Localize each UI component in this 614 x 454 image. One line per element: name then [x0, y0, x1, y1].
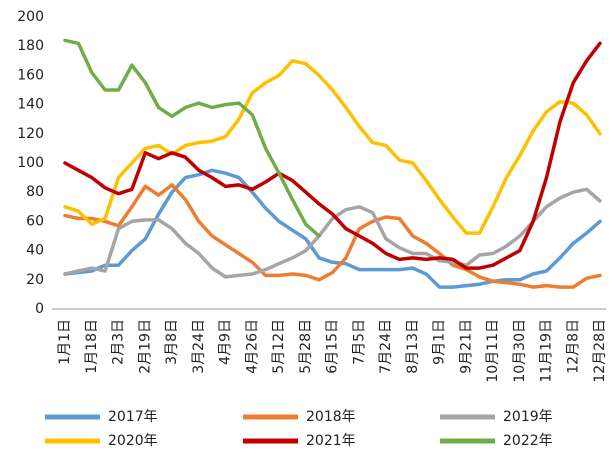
y-tick-label: 120	[17, 126, 44, 142]
x-tick-label: 5月28日	[298, 319, 314, 374]
x-tick-label: 4月9日	[218, 319, 234, 365]
x-tick-label: 3月8日	[164, 319, 180, 365]
y-tick-label: 60	[26, 213, 44, 229]
series-line	[63, 38, 321, 238]
x-tick-label: 4月26日	[244, 319, 260, 374]
legend-label: 2017年	[108, 409, 158, 425]
series-line	[63, 183, 602, 289]
y-tick-label: 80	[26, 184, 44, 200]
series-line	[63, 41, 602, 270]
y-tick-label: 100	[17, 155, 44, 171]
legend-label: 2018年	[306, 409, 356, 425]
x-tick-label: 10月30日	[512, 319, 528, 383]
series-line	[63, 187, 602, 279]
x-tick-label: 5月12日	[271, 319, 287, 374]
x-tick-label: 9月1日	[432, 319, 448, 365]
y-tick-label: 40	[26, 243, 44, 259]
legend-label: 2019年	[503, 409, 553, 425]
x-tick-label: 9月21日	[458, 319, 474, 374]
x-tick-label: 12月8日	[565, 319, 581, 374]
x-tick-label: 10月11日	[485, 319, 501, 383]
series-line	[63, 168, 602, 289]
x-tick-label: 7月5日	[351, 319, 367, 365]
x-tick-label: 8月13日	[405, 319, 421, 374]
x-tick-label: 11月19日	[539, 319, 555, 383]
x-tick-label: 12月28日	[592, 319, 608, 383]
y-tick-label: 140	[17, 97, 44, 113]
y-tick-label: 180	[17, 38, 44, 54]
x-tick-label: 1月18日	[84, 319, 100, 374]
legend-label: 2021年	[306, 433, 356, 449]
x-tick-label: 2月3日	[111, 319, 127, 365]
y-tick-label: 200	[17, 9, 44, 25]
legend-label: 2022年	[503, 433, 553, 449]
y-tick-label: 160	[17, 67, 44, 83]
x-tick-label: 7月24日	[378, 319, 394, 374]
x-tick-label: 2月19日	[137, 319, 153, 374]
x-tick-label: 3月24日	[191, 319, 207, 374]
legend-label: 2020年	[108, 433, 158, 449]
y-tick-label: 20	[26, 272, 44, 288]
x-tick-label: 6月15日	[325, 319, 341, 374]
x-tick-label: 1月1日	[57, 319, 73, 365]
series-line	[63, 59, 602, 235]
y-tick-label: 0	[35, 301, 44, 317]
